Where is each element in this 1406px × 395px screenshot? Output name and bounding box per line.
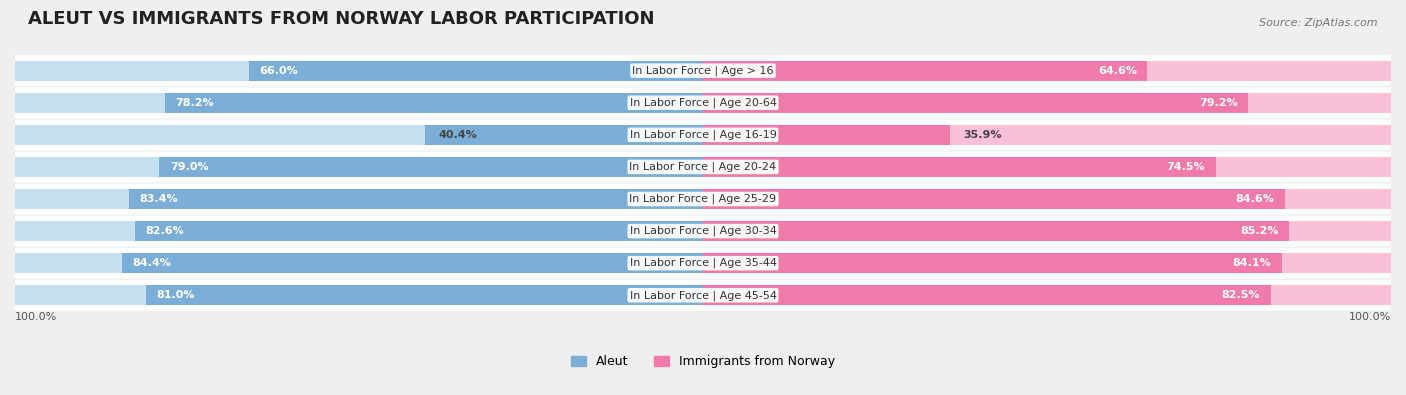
Text: 81.0%: 81.0% xyxy=(156,290,194,300)
FancyBboxPatch shape xyxy=(11,55,1395,86)
Bar xyxy=(703,189,1285,209)
Text: 40.4%: 40.4% xyxy=(439,130,478,140)
FancyBboxPatch shape xyxy=(11,119,1395,150)
Bar xyxy=(703,61,1391,81)
Bar xyxy=(703,125,1391,145)
Bar xyxy=(703,285,1271,305)
Bar xyxy=(15,157,703,177)
Text: In Labor Force | Age 25-29: In Labor Force | Age 25-29 xyxy=(630,194,776,204)
Text: 84.6%: 84.6% xyxy=(1236,194,1275,204)
Bar xyxy=(159,157,703,177)
FancyBboxPatch shape xyxy=(11,216,1395,246)
Bar xyxy=(135,221,703,241)
FancyBboxPatch shape xyxy=(11,152,1395,182)
Bar xyxy=(15,61,703,81)
Text: 79.0%: 79.0% xyxy=(170,162,208,172)
Text: 85.2%: 85.2% xyxy=(1240,226,1279,236)
Bar xyxy=(703,93,1249,113)
Text: In Labor Force | Age 45-54: In Labor Force | Age 45-54 xyxy=(630,290,776,301)
Legend: Aleut, Immigrants from Norway: Aleut, Immigrants from Norway xyxy=(567,350,839,373)
Text: 35.9%: 35.9% xyxy=(963,130,1002,140)
FancyBboxPatch shape xyxy=(11,248,1395,278)
Bar xyxy=(703,285,1391,305)
Bar xyxy=(165,93,703,113)
Text: 83.4%: 83.4% xyxy=(139,194,179,204)
Bar xyxy=(15,285,703,305)
Text: 78.2%: 78.2% xyxy=(176,98,214,108)
Bar xyxy=(703,157,1391,177)
Bar xyxy=(122,253,703,273)
Bar xyxy=(15,221,703,241)
Bar xyxy=(703,221,1391,241)
Text: 74.5%: 74.5% xyxy=(1167,162,1205,172)
Bar xyxy=(703,93,1391,113)
Text: 66.0%: 66.0% xyxy=(259,66,298,76)
FancyBboxPatch shape xyxy=(11,184,1395,214)
Bar xyxy=(249,61,703,81)
Bar xyxy=(703,253,1391,273)
Text: In Labor Force | Age 20-64: In Labor Force | Age 20-64 xyxy=(630,98,776,108)
Text: 84.4%: 84.4% xyxy=(132,258,172,268)
Bar xyxy=(703,253,1282,273)
Bar xyxy=(703,221,1289,241)
Text: ALEUT VS IMMIGRANTS FROM NORWAY LABOR PARTICIPATION: ALEUT VS IMMIGRANTS FROM NORWAY LABOR PA… xyxy=(28,9,655,28)
Text: 84.1%: 84.1% xyxy=(1233,258,1271,268)
Bar xyxy=(15,253,703,273)
Text: 100.0%: 100.0% xyxy=(1348,312,1391,322)
Text: 79.2%: 79.2% xyxy=(1199,98,1237,108)
Text: In Labor Force | Age 35-44: In Labor Force | Age 35-44 xyxy=(630,258,776,269)
FancyBboxPatch shape xyxy=(11,280,1395,311)
Text: In Labor Force | Age > 16: In Labor Force | Age > 16 xyxy=(633,66,773,76)
Text: 100.0%: 100.0% xyxy=(15,312,58,322)
Bar xyxy=(703,61,1147,81)
Bar xyxy=(146,285,703,305)
Bar xyxy=(703,189,1391,209)
Text: 82.6%: 82.6% xyxy=(145,226,184,236)
Text: In Labor Force | Age 20-24: In Labor Force | Age 20-24 xyxy=(630,162,776,172)
Text: 82.5%: 82.5% xyxy=(1222,290,1260,300)
Bar xyxy=(703,125,950,145)
Text: 64.6%: 64.6% xyxy=(1098,66,1137,76)
Text: Source: ZipAtlas.com: Source: ZipAtlas.com xyxy=(1260,18,1378,28)
FancyBboxPatch shape xyxy=(11,87,1395,118)
Text: In Labor Force | Age 30-34: In Labor Force | Age 30-34 xyxy=(630,226,776,236)
Bar xyxy=(129,189,703,209)
Bar xyxy=(15,189,703,209)
Bar xyxy=(15,93,703,113)
Bar xyxy=(703,157,1216,177)
Bar xyxy=(15,125,703,145)
Bar xyxy=(425,125,703,145)
Text: In Labor Force | Age 16-19: In Labor Force | Age 16-19 xyxy=(630,130,776,140)
